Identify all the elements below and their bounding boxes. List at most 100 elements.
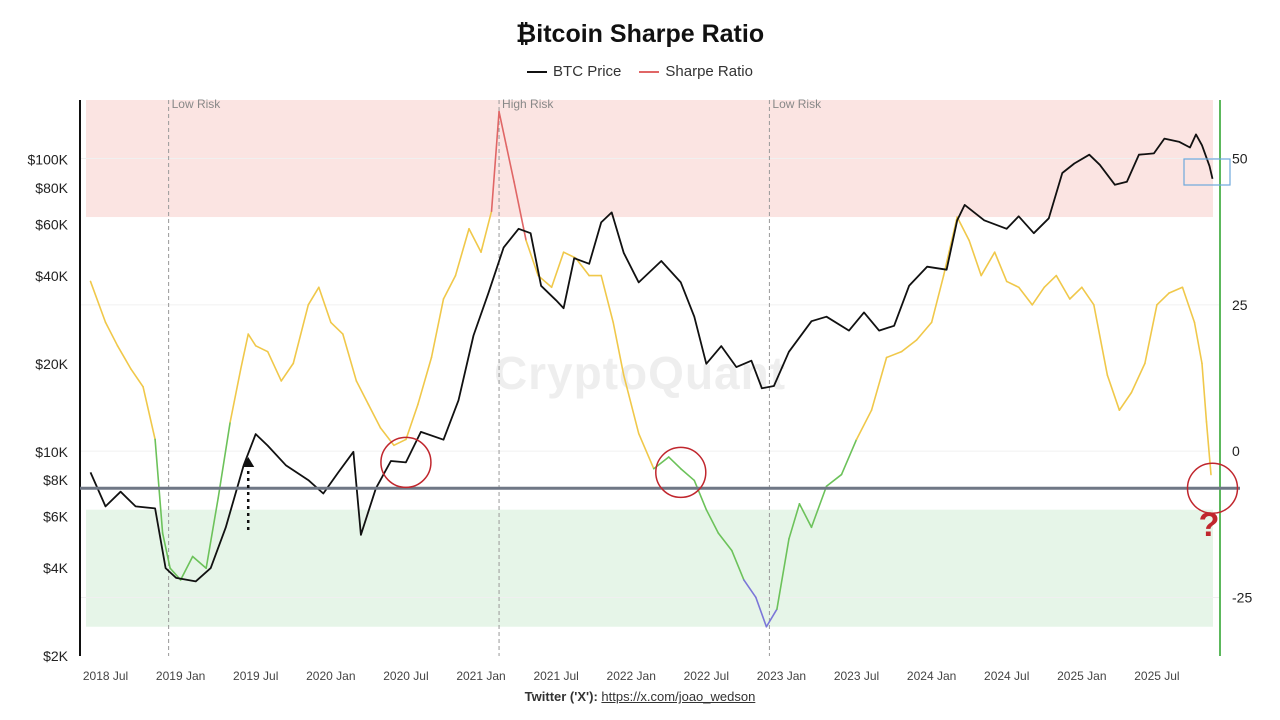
legend: BTC Price Sharpe Ratio [0,63,1280,80]
sharpe-segment [1106,374,1121,411]
y-left-tick-label: $100K [28,152,69,168]
sharpe-segment [154,438,164,534]
legend-item-btc[interactable]: BTC Price [527,63,621,80]
y-left-tick-label: $2K [43,648,69,664]
sharpe-segment [89,280,107,324]
y-right-tick-label: -25 [1232,589,1252,605]
sharpe-segment [776,538,790,610]
x-tick-label: 2023 Jan [757,669,806,683]
y-left-tick-label: $8K [43,472,69,488]
y-right-tick-label: 25 [1232,297,1248,313]
annotation-circle [1186,462,1239,515]
sharpe-segment [693,479,708,511]
sharpe-segment [1005,280,1020,289]
y-right-tick-label: 50 [1232,151,1248,167]
sharpe-segment [731,549,745,581]
sharpe-segment [1156,292,1170,306]
sharpe-segment [622,374,640,435]
sharpe-segment [205,497,219,570]
sharpe-segment [417,356,433,406]
sharpe-segment [600,274,615,324]
annotation-circle [655,446,707,499]
sharpe-segment [1193,321,1203,365]
x-tick-label: 2018 Jul [83,669,128,683]
chart-title: ₿itcoin Sharpe Ratio [515,20,765,48]
sharpe-segment [1069,286,1083,300]
sharpe-segment [705,508,720,534]
sharpe-segment [1031,286,1046,306]
risk-line-label: Low Risk [772,97,822,111]
x-tick-label: 2019 Jul [233,669,278,683]
sharpe-segment [637,432,655,470]
sharpe-segment [442,274,457,300]
sharpe-segment [1043,274,1058,289]
x-tick-label: 2019 Jan [156,669,205,683]
sharpe-segment [405,403,419,441]
sharpe-segment [900,339,918,353]
y-left-tick-label: $6K [43,509,69,525]
annotation-circle [380,436,432,489]
sharpe-segment [468,227,482,253]
legend-swatch-btc [527,70,548,73]
sharpe-segment [755,596,768,628]
sharpe-segment [130,368,144,388]
chart-watermark: CryptoQuant [493,347,787,399]
sharpe-segment [993,251,1008,283]
sharpe-segment [1201,362,1208,423]
latest-price-highlight [1183,158,1231,186]
credit-label: Twitter ('X'): [524,689,598,704]
sharpe-segment [525,239,539,277]
sharpe-segment [266,350,283,382]
risk-line-label: High Risk [502,97,554,111]
x-tick-label: 2021 Jul [533,669,578,683]
sharpe-segment [855,409,873,441]
legend-label-btc: BTC Price [553,63,622,80]
sharpe-segment [1144,304,1158,365]
legend-swatch-sharpe [639,70,660,73]
sharpe-segment [229,368,242,423]
sharpe-segment [480,210,493,253]
sharpe-segment [743,579,757,599]
y-left-tick-label: $10K [35,444,68,460]
sharpe-segment [980,251,996,277]
sharpe-segment [562,251,577,259]
sharpe-segment [239,333,250,371]
sharpe-segment [915,321,933,341]
sharpe-segment [968,239,982,277]
x-tick-label: 2020 Jan [306,669,355,683]
sharpe-segment [217,421,231,499]
sharpe-segment [798,503,813,529]
sharpe-segment [307,286,320,306]
sharpe-segment [1055,274,1071,300]
sharpe-segment [717,532,733,552]
sharpe-segment [1093,304,1109,376]
sharpe-segment [379,426,395,447]
y-left-tick-label: $60K [35,216,68,232]
sharpe-segment [393,438,407,447]
sharpe-segment [679,467,696,482]
sharpe-segment [430,298,445,359]
sharpe-segment [870,356,888,411]
sharpe-segment [930,274,945,324]
x-tick-label: 2021 Jan [456,669,505,683]
sharpe-segment [280,362,295,382]
sharpe-segment [355,380,370,406]
sharpe-segment [788,503,801,540]
sharpe-segment [1205,421,1212,476]
sharpe-segment [342,333,358,382]
sharpe-segment [142,385,156,441]
sharpe-segment [498,110,508,148]
sharpe-segment [885,350,903,359]
sharpe-segment [454,227,470,277]
legend-item-sharpe[interactable]: Sharpe Ratio [639,63,753,80]
y-left-tick-label: $20K [35,356,68,372]
x-tick-label: 2022 Jul [684,669,729,683]
sharpe-segment [1017,286,1034,306]
sharpe-segment [116,345,132,371]
sharpe-segment [1130,362,1146,394]
sharpe-segment [840,438,858,476]
sharpe-segment [490,110,500,212]
sharpe-segment [1081,286,1095,306]
credit-link[interactable]: https://x.com/joao_wedson [601,689,756,704]
